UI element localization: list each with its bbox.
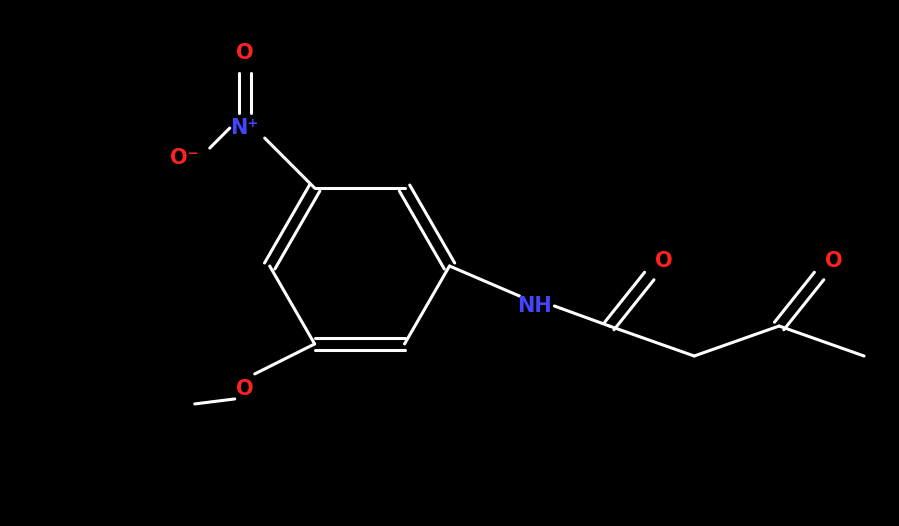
- Text: N⁺: N⁺: [230, 118, 259, 138]
- Text: O⁻: O⁻: [171, 148, 199, 168]
- Text: O: O: [655, 251, 673, 271]
- Text: O: O: [236, 379, 254, 399]
- Text: O: O: [236, 43, 254, 63]
- Text: NH: NH: [517, 296, 552, 316]
- Text: O: O: [825, 251, 843, 271]
